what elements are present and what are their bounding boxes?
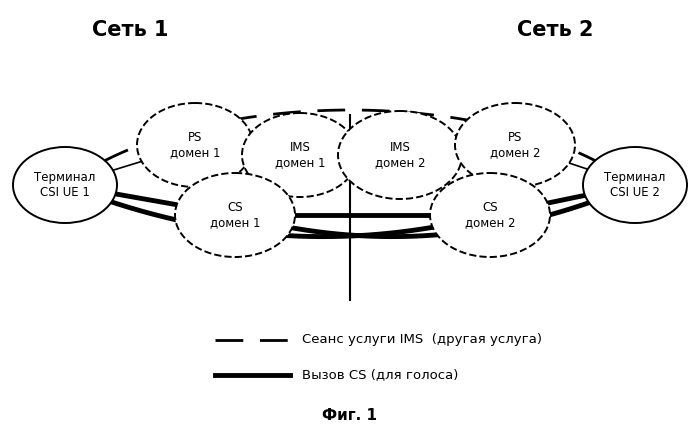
Text: Вызов CS (для голоса): Вызов CS (для голоса) — [302, 369, 458, 381]
Text: Сеть 1: Сеть 1 — [92, 20, 168, 40]
Ellipse shape — [13, 147, 117, 223]
Ellipse shape — [242, 113, 358, 197]
Text: CS
домен 1: CS домен 1 — [210, 201, 260, 229]
Text: IMS
домен 1: IMS домен 1 — [274, 141, 326, 169]
Text: PS
домен 1: PS домен 1 — [169, 131, 220, 159]
Text: Фиг. 1: Фиг. 1 — [323, 407, 377, 422]
Text: IMS
домен 2: IMS домен 2 — [374, 141, 426, 169]
Text: Сеанс услуги IMS  (другая услуга): Сеанс услуги IMS (другая услуга) — [302, 333, 542, 347]
Text: Терминал
CSI UE 1: Терминал CSI UE 1 — [34, 171, 96, 199]
Ellipse shape — [175, 173, 295, 257]
Text: Сеть 2: Сеть 2 — [517, 20, 594, 40]
Text: Терминал
CSI UE 2: Терминал CSI UE 2 — [604, 171, 666, 199]
Ellipse shape — [455, 103, 575, 187]
Ellipse shape — [137, 103, 253, 187]
Text: PS
домен 2: PS домен 2 — [490, 131, 540, 159]
Text: CS
домен 2: CS домен 2 — [465, 201, 515, 229]
Ellipse shape — [583, 147, 687, 223]
Ellipse shape — [430, 173, 550, 257]
Ellipse shape — [338, 111, 462, 199]
